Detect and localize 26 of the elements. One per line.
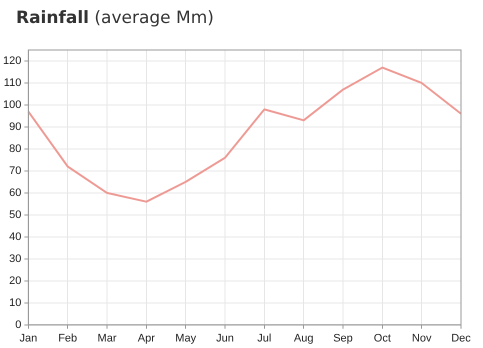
x-tick-label: Sep: [333, 332, 353, 344]
x-tick-label: Oct: [374, 332, 391, 344]
y-tick-label: 110: [4, 77, 22, 90]
y-tick-label: 90: [9, 120, 22, 133]
x-tick-label: Nov: [412, 332, 432, 344]
x-tick-label: May: [175, 332, 197, 344]
x-tick-label: Aug: [294, 332, 314, 344]
y-tick-label: 20: [9, 274, 22, 287]
y-tick-label: 30: [9, 252, 22, 265]
x-tick-label: Jun: [216, 332, 234, 344]
x-tick-label: Mar: [98, 332, 117, 344]
y-tick-label: 40: [9, 230, 22, 243]
x-tick-label: Dec: [451, 332, 472, 344]
y-tick-label: 60: [9, 186, 22, 199]
y-tick-label: 120: [2, 55, 22, 68]
x-tick-label: Apr: [138, 332, 156, 344]
y-tick-label: 50: [9, 208, 22, 221]
y-tick-label: 10: [9, 296, 22, 309]
y-tick-label: 0: [15, 318, 22, 331]
chart-title: Rainfall (average Mm): [16, 8, 214, 28]
y-tick-label: 80: [9, 142, 22, 155]
y-tick-label: 100: [2, 98, 22, 111]
x-tick-label: Feb: [58, 332, 78, 344]
x-tick-label: Jan: [19, 332, 38, 344]
y-tick-label: 70: [9, 164, 22, 177]
x-tick-label: Jul: [257, 332, 272, 344]
